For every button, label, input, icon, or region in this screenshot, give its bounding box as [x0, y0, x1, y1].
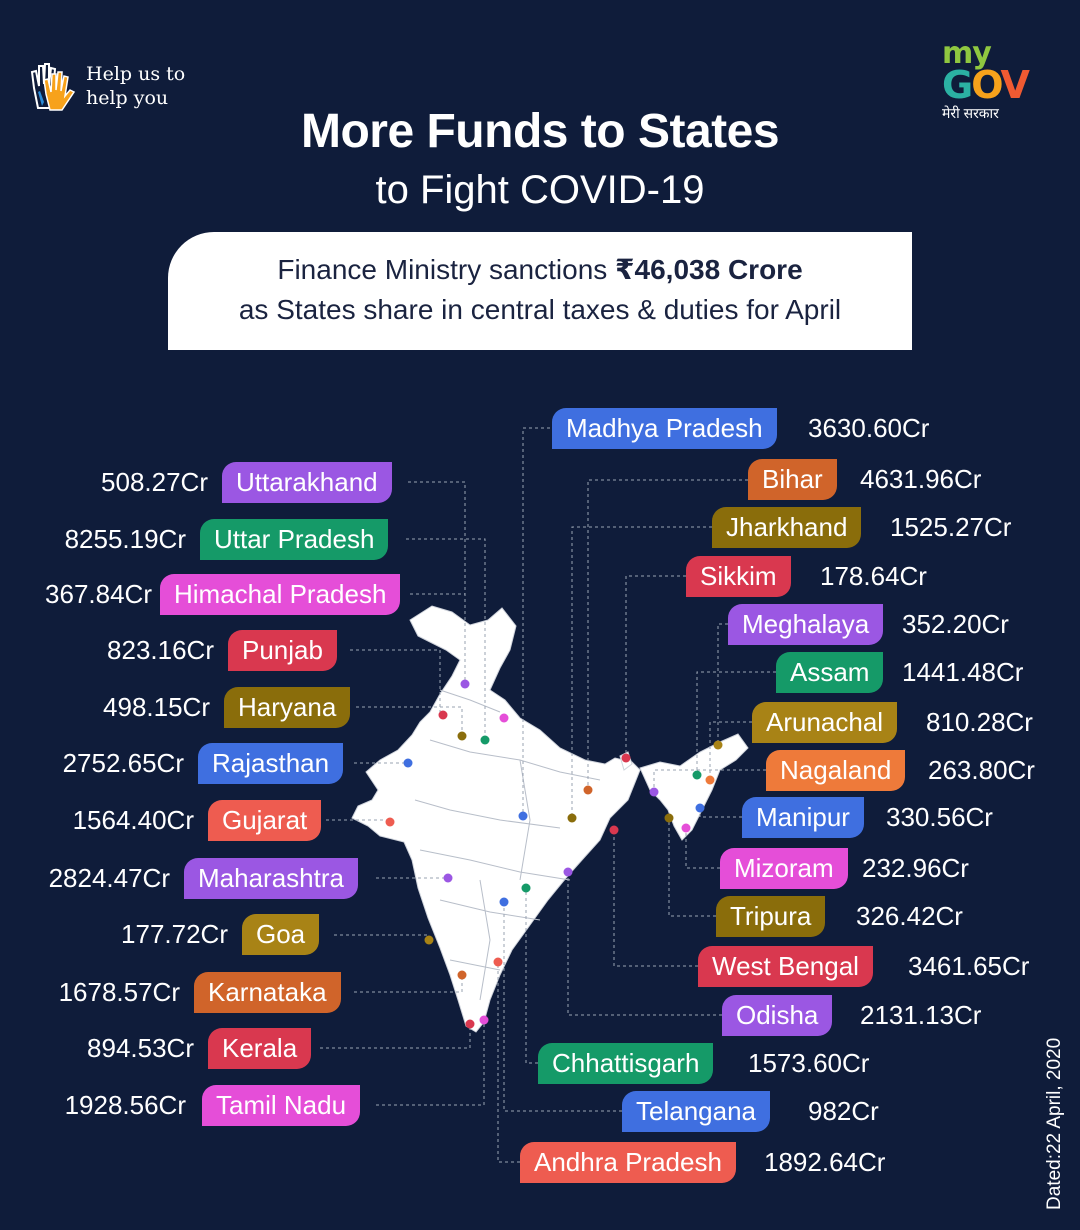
- tag-jharkhand: Jharkhand: [712, 507, 862, 548]
- logo-gov: GOV: [942, 63, 1030, 107]
- tag-arunachal: Arunachal: [752, 702, 898, 743]
- value-chhattisgarh: 1573.60Cr: [748, 1048, 870, 1078]
- tag-uttarakhand: Uttarakhand: [222, 462, 392, 503]
- help-text-line1: Help us to: [86, 63, 186, 85]
- tag-tripura: Tripura: [716, 896, 826, 937]
- tag-meghalaya: Meghalaya: [728, 604, 884, 645]
- tag-punjab: Punjab: [228, 630, 337, 671]
- value-haryana: 498.15Cr: [103, 692, 210, 722]
- tag-himachal-pradesh: Himachal Pradesh: [160, 574, 401, 615]
- tag-west-bengal: West Bengal: [698, 946, 873, 987]
- tag-gujarat: Gujarat: [208, 800, 322, 841]
- value-uttar-pradesh: 8255.19Cr: [64, 524, 186, 554]
- value-telangana: 982Cr: [808, 1096, 879, 1126]
- value-odisha: 2131.13Cr: [860, 1000, 982, 1030]
- value-kerala: 894.53Cr: [87, 1033, 194, 1063]
- value-rajasthan: 2752.65Cr: [62, 748, 184, 778]
- help-us-badge: Help us to help you: [28, 58, 185, 114]
- value-tripura: 326.42Cr: [856, 901, 963, 931]
- tag-odisha: Odisha: [722, 995, 833, 1036]
- value-arunachal: 810.28Cr: [926, 707, 1033, 737]
- tag-nagaland: Nagaland: [766, 750, 906, 791]
- tag-rajasthan: Rajasthan: [198, 743, 344, 784]
- tag-karnataka: Karnataka: [194, 972, 341, 1013]
- banner-line2: as States share in central taxes & dutie…: [238, 294, 842, 325]
- tag-maharashtra: Maharashtra: [184, 858, 358, 899]
- tag-manipur: Manipur: [742, 797, 864, 838]
- value-nagaland: 263.80Cr: [928, 755, 1035, 785]
- value-uttarakhand: 508.27Cr: [101, 467, 208, 497]
- logo-hindi: मेरी सरकार: [942, 105, 999, 121]
- value-west-bengal: 3461.65Cr: [908, 951, 1030, 981]
- value-mizoram: 232.96Cr: [862, 853, 969, 883]
- value-goa: 177.72Cr: [121, 919, 228, 949]
- value-punjab: 823.16Cr: [107, 635, 214, 665]
- value-sikkim: 178.64Cr: [820, 561, 927, 591]
- tag-andhra-pradesh: Andhra Pradesh: [520, 1142, 736, 1183]
- logo-my: my: [942, 36, 992, 71]
- dated-label: Dated:22 April, 2020: [1044, 1037, 1065, 1210]
- tag-uttar-pradesh: Uttar Pradesh: [200, 519, 389, 560]
- tag-sikkim: Sikkim: [686, 556, 791, 597]
- tag-kerala: Kerala: [208, 1028, 312, 1069]
- page-title: More Funds to States: [300, 105, 780, 158]
- tag-assam: Assam: [776, 652, 884, 693]
- value-maharashtra: 2824.47Cr: [48, 863, 170, 893]
- value-meghalaya: 352.20Cr: [902, 609, 1009, 639]
- value-manipur: 330.56Cr: [886, 802, 993, 832]
- total-amount: ₹46,038 Crore: [615, 254, 803, 285]
- value-bihar: 4631.96Cr: [860, 464, 982, 494]
- page-subtitle: to Fight COVID-19: [375, 168, 705, 212]
- tag-telangana: Telangana: [622, 1091, 770, 1132]
- tag-mizoram: Mizoram: [720, 848, 848, 889]
- tag-haryana: Haryana: [224, 687, 351, 728]
- value-karnataka: 1678.57Cr: [58, 977, 180, 1007]
- banner-line1: Finance Ministry sanctions ₹46,038 Crore: [277, 254, 803, 285]
- value-madhya-pradesh: 3630.60Cr: [808, 413, 930, 443]
- value-gujarat: 1564.40Cr: [72, 805, 194, 835]
- value-andhra-pradesh: 1892.64Cr: [764, 1147, 886, 1177]
- summary-banner: Finance Ministry sanctions ₹46,038 Crore…: [168, 232, 912, 350]
- tag-chhattisgarh: Chhattisgarh: [538, 1043, 714, 1084]
- value-tamil-nadu: 1928.56Cr: [64, 1090, 186, 1120]
- mygov-logo: my GOV मेरी सरकार: [942, 36, 1054, 123]
- tag-goa: Goa: [242, 914, 320, 955]
- value-jharkhand: 1525.27Cr: [890, 512, 1012, 542]
- tag-madhya-pradesh: Madhya Pradesh: [552, 408, 777, 449]
- tag-bihar: Bihar: [748, 459, 837, 500]
- help-text-line2: help you: [86, 87, 169, 109]
- value-assam: 1441.48Cr: [902, 657, 1024, 687]
- tag-tamil-nadu: Tamil Nadu: [202, 1085, 361, 1126]
- value-himachal-pradesh: 367.84Cr: [45, 579, 152, 609]
- hands-icon: [30, 63, 76, 111]
